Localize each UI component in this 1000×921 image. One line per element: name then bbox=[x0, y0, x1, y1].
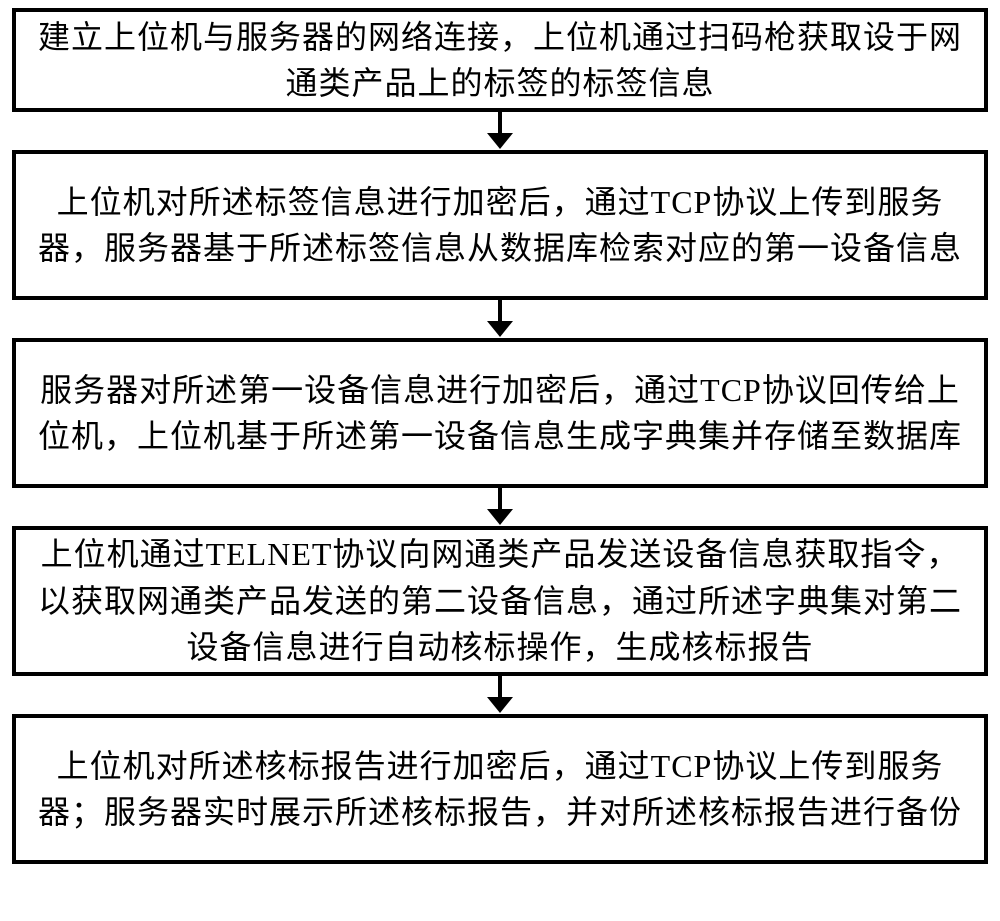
flow-node-3-text: 服务器对所述第一设备信息进行加密后，通过TCP协议回传给上位机，上位机基于所述第… bbox=[34, 367, 966, 460]
flow-arrow-1-2 bbox=[12, 112, 988, 150]
flow-node-1: 建立上位机与服务器的网络连接，上位机通过扫码枪获取设于网通类产品上的标签的标签信… bbox=[12, 8, 988, 112]
flow-node-2: 上位机对所述标签信息进行加密后，通过TCP协议上传到服务器，服务器基于所述标签信… bbox=[12, 150, 988, 300]
flow-node-5: 上位机对所述核标报告进行加密后，通过TCP协议上传到服务器；服务器实时展示所述核… bbox=[12, 714, 988, 864]
flow-node-4: 上位机通过TELNET协议向网通类产品发送设备信息获取指令，以获取网通类产品发送… bbox=[12, 526, 988, 676]
flow-arrow-4-5 bbox=[12, 676, 988, 714]
arrow-down-icon bbox=[498, 112, 502, 136]
flow-arrow-3-4 bbox=[12, 488, 988, 526]
flow-arrow-2-3 bbox=[12, 300, 988, 338]
arrow-down-icon bbox=[498, 488, 502, 512]
arrow-down-icon bbox=[498, 300, 502, 324]
flow-node-2-text: 上位机对所述标签信息进行加密后，通过TCP协议上传到服务器，服务器基于所述标签信… bbox=[34, 179, 966, 272]
flow-node-5-text: 上位机对所述核标报告进行加密后，通过TCP协议上传到服务器；服务器实时展示所述核… bbox=[34, 743, 966, 836]
flow-node-3: 服务器对所述第一设备信息进行加密后，通过TCP协议回传给上位机，上位机基于所述第… bbox=[12, 338, 988, 488]
flow-node-4-text: 上位机通过TELNET协议向网通类产品发送设备信息获取指令，以获取网通类产品发送… bbox=[34, 531, 966, 670]
arrow-down-icon bbox=[498, 676, 502, 700]
flow-node-1-text: 建立上位机与服务器的网络连接，上位机通过扫码枪获取设于网通类产品上的标签的标签信… bbox=[34, 14, 966, 107]
